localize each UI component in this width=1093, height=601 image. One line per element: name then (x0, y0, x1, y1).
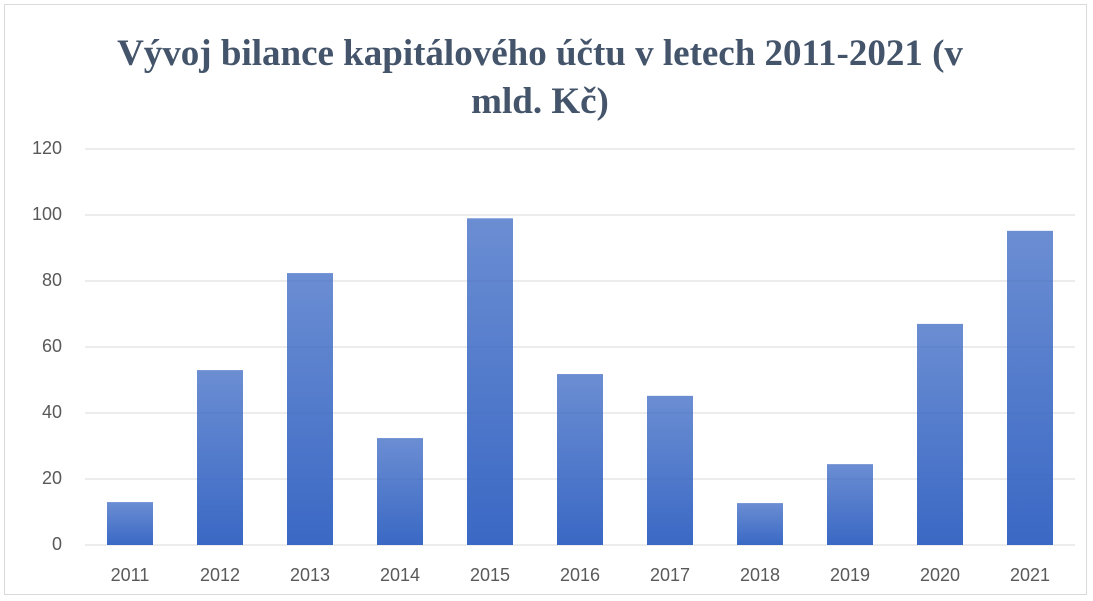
y-tick-label: 40 (42, 402, 62, 422)
x-tick-label: 2016 (560, 565, 600, 585)
bar (197, 370, 243, 545)
x-tick-label: 2014 (380, 565, 420, 585)
x-tick-label: 2021 (1010, 565, 1050, 585)
x-tick-label: 2020 (920, 565, 960, 585)
x-tick-label: 2015 (470, 565, 510, 585)
y-tick-label: 100 (32, 204, 62, 224)
x-tick-label: 2019 (830, 565, 870, 585)
x-tick-label: 2018 (740, 565, 780, 585)
bar (827, 464, 873, 545)
chart-title: Vývoj bilance kapitálového účtu v letech… (117, 33, 963, 122)
bar (107, 502, 153, 545)
y-tick-label: 60 (42, 336, 62, 356)
y-tick-label: 20 (42, 468, 62, 488)
bar (647, 395, 693, 545)
bar (557, 374, 603, 545)
y-tick-label: 80 (42, 270, 62, 290)
chart-border (4, 4, 1087, 595)
bar (737, 503, 783, 545)
bar (287, 273, 333, 545)
x-tick-label: 2011 (111, 565, 150, 585)
x-tick-label: 2017 (650, 565, 690, 585)
bar (1007, 230, 1053, 545)
x-tick-label: 2012 (200, 565, 240, 585)
y-tick-label: 0 (52, 534, 62, 554)
x-tick-label: 2013 (290, 565, 330, 585)
bar (377, 438, 423, 545)
bar (467, 218, 513, 546)
y-tick-label: 120 (32, 138, 62, 158)
bar (917, 323, 963, 545)
